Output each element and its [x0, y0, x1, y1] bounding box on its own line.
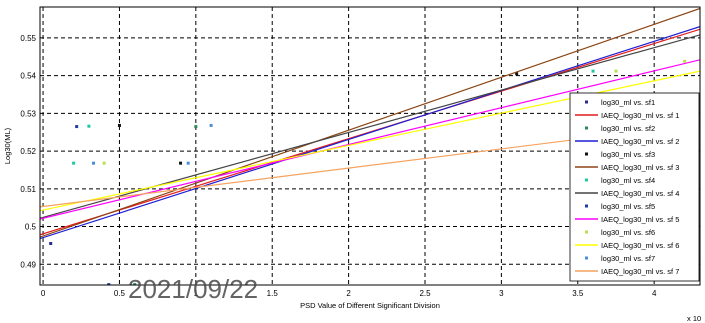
data-point — [702, 22, 705, 25]
legend-label: IAEQ_log30_ml vs. sf 7 — [601, 267, 679, 276]
x-axis-label: PSD Value of Different Significant Divis… — [300, 301, 440, 310]
x-tick-label: 1.5 — [267, 289, 279, 298]
legend-box — [569, 92, 700, 282]
data-point — [102, 161, 106, 165]
legend-point-swatch — [585, 230, 588, 234]
legend-label: IAEQ_log30_ml vs. sf 2 — [601, 137, 679, 146]
legend-label: log30_ml vs. sf1 — [601, 98, 655, 107]
data-point — [209, 123, 213, 127]
legend-label: log30_ml vs. sf6 — [601, 228, 655, 237]
series-line-6 — [40, 7, 700, 238]
data-point — [49, 242, 53, 246]
x-tick-label: 0.5 — [114, 289, 126, 298]
x-tick-label: 3 — [499, 289, 504, 298]
y-axis-label: Log30(ML) — [3, 127, 12, 164]
data-point — [87, 124, 91, 128]
data-point — [591, 69, 595, 73]
y-tick-label: 0.55 — [20, 34, 36, 43]
y-tick-label: 0.52 — [20, 147, 36, 156]
data-point — [91, 161, 95, 165]
x-tick-label: 3.5 — [572, 289, 584, 298]
date-watermark: 2021/09/22 — [128, 274, 258, 304]
legend-label: log30_ml vs. sf4 — [601, 176, 655, 185]
legend-label: log30_ml vs. sf2 — [601, 124, 655, 133]
data-point — [133, 283, 137, 285]
y-tick-label: 0.49 — [20, 260, 36, 269]
legend-point-swatch — [585, 100, 588, 104]
legend-label: IAEQ_log30_ml vs. sf 5 — [601, 215, 679, 224]
data-point — [179, 161, 183, 165]
y-tick-label: 0.53 — [20, 109, 36, 118]
legend-point-swatch — [585, 204, 588, 208]
legend-label: log30_ml vs. sf7 — [601, 254, 655, 263]
legend-label: IAEQ_log30_ml vs. sf 1 — [601, 111, 679, 120]
legend-point-swatch — [585, 126, 588, 130]
legend-label: IAEQ_log30_ml vs. sf 6 — [601, 241, 679, 250]
data-point — [186, 161, 190, 165]
data-point — [660, 37, 664, 41]
x-tick-label: 0 — [41, 289, 46, 298]
x-tick-label: 1 — [194, 289, 199, 298]
series-line-4 — [40, 26, 700, 240]
legend-point-swatch — [585, 256, 588, 260]
data-point — [515, 72, 519, 76]
data-point — [72, 161, 76, 165]
legend-point-swatch — [585, 152, 588, 156]
y-tick-label: 0.51 — [20, 185, 36, 194]
data-point — [117, 123, 121, 127]
data-point — [107, 283, 111, 285]
legend-label: IAEQ_log30_ml vs. sf 4 — [601, 189, 679, 198]
x-tick-label: 4 — [652, 289, 657, 298]
data-point — [683, 59, 687, 63]
plot-frame — [39, 6, 701, 286]
y-tick-label: 0.5 — [25, 223, 37, 232]
y-tick-label: 0.54 — [20, 72, 36, 81]
legend: log30_ml vs. sf1 IAEQ_log30_ml vs. sf 1 lo… — [569, 92, 700, 282]
legend-point-swatch — [585, 178, 588, 182]
x-tick-label: 2 — [346, 289, 351, 298]
legend-label: log30_ml vs. sf5 — [601, 202, 655, 211]
legend-label: IAEQ_log30_ml vs. sf 3 — [601, 163, 679, 172]
data-point — [194, 125, 198, 129]
x-tick-label: 2.5 — [419, 289, 431, 298]
legend-label: log30_ml vs. sf3 — [601, 150, 655, 159]
axis-ticks: 0 0.5 1 1.5 2 2.5 3 3.5 40.490.50.510.520.530.54… — [20, 34, 657, 298]
data-point — [75, 125, 79, 129]
x-axis-multiplier: x 10 — [687, 314, 701, 323]
data-point — [614, 69, 618, 73]
